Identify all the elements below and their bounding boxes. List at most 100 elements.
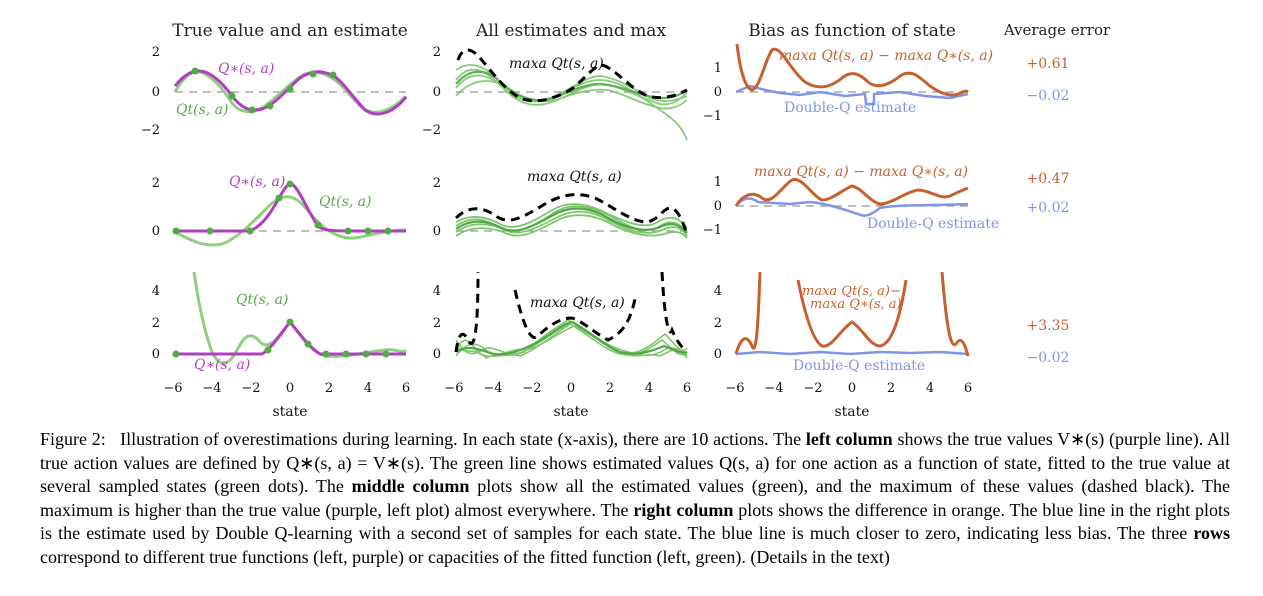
- caption-bold-middle: middle column: [351, 476, 470, 497]
- row3-avg-bias: +3.35: [1027, 318, 1070, 334]
- row1-left-true-line: [173, 69, 408, 116]
- xtick: −6: [444, 381, 463, 396]
- caption-bold-left: left column: [805, 429, 893, 449]
- row2-left-panel: 2 0 Q∗(s, a) Qt(s, a): [152, 174, 407, 247]
- row2-right-ytick-1: 1: [714, 175, 722, 190]
- row1-right-dq-label: Double-Q estimate: [784, 100, 916, 116]
- row2-right-bias-label: maxa Qt(s, a) − maxa Q∗(s, a): [754, 164, 968, 180]
- x-axis-label: state: [553, 404, 588, 420]
- xtick: −2: [522, 381, 541, 396]
- row-2: 2 0 Q∗(s, a) Qt(s, a) 2 0: [152, 164, 1070, 247]
- xtick: 0: [848, 381, 856, 396]
- row-1: 2 0 −2 Q∗(s, a) Qt(s, a) 2 0 −2: [141, 43, 1070, 141]
- row3-right-bias-line: [734, 271, 970, 357]
- xtick: −4: [483, 381, 502, 396]
- row3-avg-double-q: −0.02: [1027, 350, 1070, 366]
- row1-left-estimate-label: Qt(s, a): [176, 102, 228, 118]
- row3-left-panel: 4 2 0 Qt(s, a) Q∗(s, a): [152, 271, 408, 373]
- xtick: 6: [683, 381, 691, 396]
- row2-right-ytick-minus1: −1: [703, 223, 722, 238]
- row1-left-ytick-0: 0: [152, 85, 160, 100]
- caption-figure-label: Figure 2:: [40, 429, 106, 449]
- row2-mid-ytick-0: 0: [433, 224, 441, 239]
- row1-left-true-label: Q∗(s, a): [218, 61, 274, 77]
- row2-avg-double-q: +0.02: [1027, 200, 1070, 216]
- row1-right-ytick-1: 1: [714, 61, 722, 76]
- row3-mid-estimates: [455, 319, 688, 359]
- row3-left-ytick-0: 0: [152, 347, 160, 362]
- row3-right-dq-label: Double-Q estimate: [793, 358, 925, 374]
- xtick: 4: [926, 381, 934, 396]
- row1-right-bias-line: [735, 43, 970, 97]
- row3-right-bias-label-line1: maxa Qt(s, a)−: [802, 284, 901, 299]
- row3-mid-max-label: maxa Qt(s, a): [530, 295, 625, 311]
- row3-left-estimate-line: [192, 271, 408, 365]
- caption-text-2: shows the true values V∗(s) (purple line…: [40, 429, 1231, 497]
- row3-right-bias-label-line2: maxa Q∗(s, a): [810, 297, 902, 312]
- caption-text-4: plots shows the difference in orange. Th…: [40, 499, 1230, 544]
- row1-avg-bias: +0.61: [1027, 56, 1070, 72]
- x-axis-left: −6 −4 −2 0 2 4 6 state: [163, 381, 410, 420]
- row3-left-estimate-label: Qt(s, a): [236, 292, 288, 308]
- xtick: −2: [803, 381, 822, 396]
- row2-mid-ytick-2: 2: [433, 176, 441, 191]
- xtick: 6: [964, 381, 972, 396]
- row2-mid-max-label: maxa Qt(s, a): [527, 169, 622, 185]
- caption-bold-right: right column: [633, 499, 734, 520]
- row3-left-ytick-4: 4: [152, 284, 160, 299]
- xtick: 4: [364, 381, 372, 396]
- row2-right-ytick-0: 0: [714, 199, 722, 214]
- row1-right-panel: 1 0 −1 maxa Qt(s, a) − maxa Q∗(s, a) Dou…: [703, 43, 993, 124]
- x-axis-right: −6 −4 −2 0 2 4 6 state: [725, 381, 972, 420]
- row2-right-panel: 1 0 −1 maxa Qt(s, a) − maxa Q∗(s, a) Dou…: [703, 164, 999, 238]
- xtick: −4: [202, 381, 221, 396]
- row1-avg-double-q: −0.02: [1027, 88, 1070, 104]
- xtick: 2: [606, 381, 614, 396]
- row2-left-estimate-line: [174, 195, 407, 247]
- row1-left-ytick-2: 2: [152, 45, 160, 60]
- row3-right-ytick-2: 2: [714, 316, 722, 331]
- column-title-middle: All estimates and max: [475, 21, 667, 41]
- row1-right-bias-label: maxa Qt(s, a) − maxa Q∗(s, a): [779, 48, 993, 64]
- row3-right-panel: 4 2 0 maxa Qt(s, a)− maxa Q∗(s, a) Doubl…: [714, 271, 970, 374]
- row3-mid-max-line: [454, 271, 688, 353]
- row1-mid-ytick-2: 2: [433, 45, 441, 60]
- xtick: 6: [402, 381, 410, 396]
- row2-mid-estimates: [455, 203, 688, 239]
- column-title-left: True value and an estimate: [172, 21, 408, 41]
- xtick: 2: [325, 381, 333, 396]
- row1-left-panel: 2 0 −2 Q∗(s, a) Qt(s, a): [141, 45, 408, 138]
- row3-right-double-q-line: [735, 350, 969, 356]
- average-error-title: Average error: [1003, 21, 1111, 39]
- row2-avg-bias: +0.47: [1027, 171, 1070, 187]
- xtick: 2: [887, 381, 895, 396]
- row2-right-bias-line: [734, 178, 969, 207]
- row3-right-ytick-0: 0: [714, 347, 722, 362]
- row1-right-double-q-line: [735, 84, 969, 106]
- figure-2: True value and an estimate All estimates…: [141, 21, 1111, 420]
- caption-text-5: correspond to different true functions (…: [40, 546, 890, 567]
- row3-mid-panel: 4 2 0 maxa Qt(s, a): [433, 271, 688, 362]
- row1-mid-ytick-minus2: −2: [422, 123, 441, 138]
- row1-right-ytick-0: 0: [714, 85, 722, 100]
- caption-bold-rows: rows: [1193, 523, 1230, 544]
- row3-left-ytick-2: 2: [152, 316, 160, 331]
- row1-mid-max-line: [456, 48, 688, 103]
- row2-left-ytick-0: 0: [152, 224, 160, 239]
- xtick: −6: [163, 381, 182, 396]
- row3-mid-ytick-0: 0: [433, 347, 441, 362]
- x-axis-middle: −6 −4 −2 0 2 4 6 state: [444, 381, 691, 420]
- x-axis-label: state: [834, 404, 869, 420]
- row-3: 4 2 0 Qt(s, a) Q∗(s, a) 4 2 0: [152, 271, 1070, 374]
- row1-mid-estimates: [455, 64, 688, 141]
- xtick: −6: [725, 381, 744, 396]
- row3-mid-ytick-2: 2: [433, 316, 441, 331]
- row3-mid-ytick-4: 4: [433, 284, 441, 299]
- xtick: 0: [286, 381, 294, 396]
- row1-mid-ytick-0: 0: [433, 85, 441, 100]
- row1-left-sample-dots: [191, 67, 337, 114]
- row2-right-double-q-line: [735, 197, 969, 217]
- row3-right-ytick-4: 4: [714, 284, 722, 299]
- row3-left-true-label: Q∗(s, a): [194, 357, 250, 373]
- xtick: 4: [645, 381, 653, 396]
